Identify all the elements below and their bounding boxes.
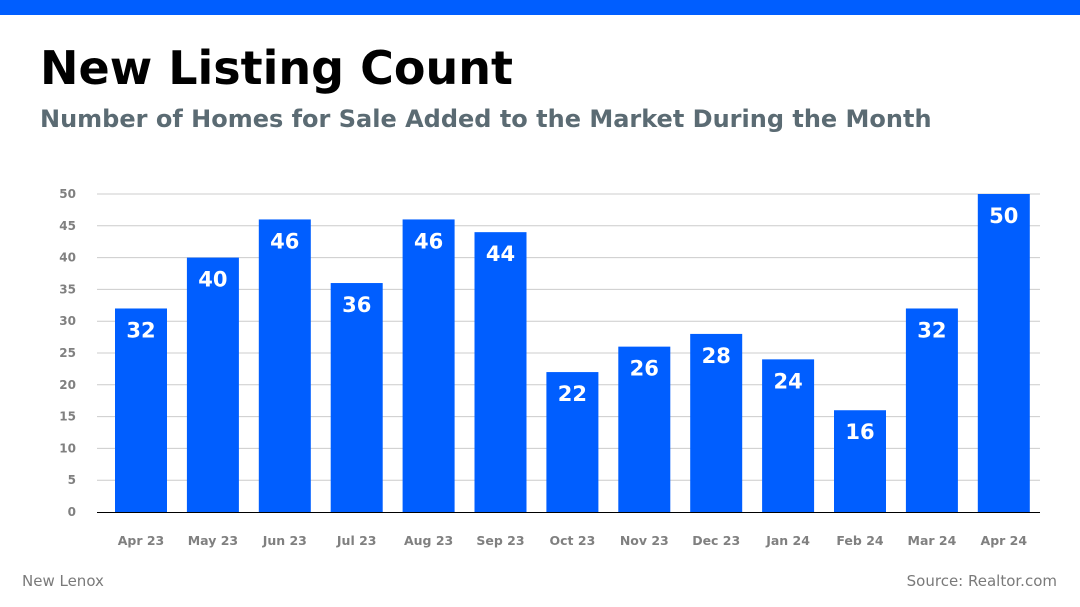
x-tick-label: Jun 23 <box>262 533 307 548</box>
y-tick-label: 10 <box>59 441 76 455</box>
bar <box>834 410 886 512</box>
x-tick-label: Nov 23 <box>620 533 669 548</box>
y-tick-label: 40 <box>59 251 76 265</box>
x-tick-label: May 23 <box>188 533 238 548</box>
y-tick-label: 15 <box>59 410 76 424</box>
y-tick-label: 35 <box>59 282 76 296</box>
data-label: 28 <box>702 344 731 368</box>
data-labels: 32 40 46 36 46 44 22 26 28 24 16 32 50 <box>126 204 1018 444</box>
x-tick-label: Aug 23 <box>404 533 453 548</box>
chart-title: New Listing Count <box>40 41 513 95</box>
y-tick-label: 50 <box>59 187 76 201</box>
bar <box>618 346 671 512</box>
x-tick-label: Feb 24 <box>836 533 884 548</box>
bar <box>905 308 958 512</box>
data-label: 36 <box>342 293 371 317</box>
data-label: 46 <box>270 229 299 253</box>
chart-subtitle: Number of Homes for Sale Added to the Ma… <box>40 105 932 133</box>
data-label: 32 <box>126 318 155 342</box>
bar <box>402 219 455 512</box>
bar <box>546 372 599 512</box>
data-label: 32 <box>917 318 946 342</box>
x-tick-label: Apr 23 <box>118 533 165 548</box>
y-tick-label: 0 <box>68 505 76 519</box>
bar <box>474 232 527 512</box>
data-label: 46 <box>414 229 443 253</box>
y-tick-label: 20 <box>59 378 76 392</box>
data-label: 16 <box>845 420 874 444</box>
bar <box>115 308 167 512</box>
bar <box>977 194 1030 512</box>
data-label: 50 <box>989 204 1018 228</box>
bar <box>186 257 239 512</box>
bar <box>258 219 311 512</box>
y-tick-label: 30 <box>59 314 76 328</box>
x-tick-label: Apr 24 <box>981 533 1028 548</box>
bars <box>115 194 1030 512</box>
bar <box>330 283 383 512</box>
data-label: 40 <box>198 268 227 292</box>
y-tick-label: 5 <box>68 473 76 487</box>
footer-source: Source: Realtor.com <box>906 572 1057 590</box>
bar <box>762 359 815 512</box>
x-tick-label: Mar 24 <box>908 533 957 548</box>
bar <box>690 333 743 512</box>
x-tick-label: Oct 23 <box>550 533 596 548</box>
x-tick-label: Dec 23 <box>692 533 740 548</box>
data-label: 24 <box>773 369 802 393</box>
x-tick-label: Jan 24 <box>765 533 810 548</box>
footer-location: New Lenox <box>22 572 104 590</box>
x-tick-label: Sep 23 <box>476 533 524 548</box>
data-label: 26 <box>630 357 659 381</box>
top-accent-bar <box>0 0 1080 15</box>
x-axis-ticks: Apr 23 May 23 Jun 23 Jul 23 Aug 23 Sep 23 Oct … <box>118 533 1028 548</box>
y-tick-label: 45 <box>59 219 76 233</box>
data-label: 44 <box>486 242 515 266</box>
y-axis-ticks: 0 5 10 15 20 25 30 35 40 45 50 <box>59 187 76 519</box>
y-tick-label: 25 <box>59 346 76 360</box>
x-tick-label: Jul 23 <box>336 533 377 548</box>
data-label: 22 <box>558 382 587 406</box>
